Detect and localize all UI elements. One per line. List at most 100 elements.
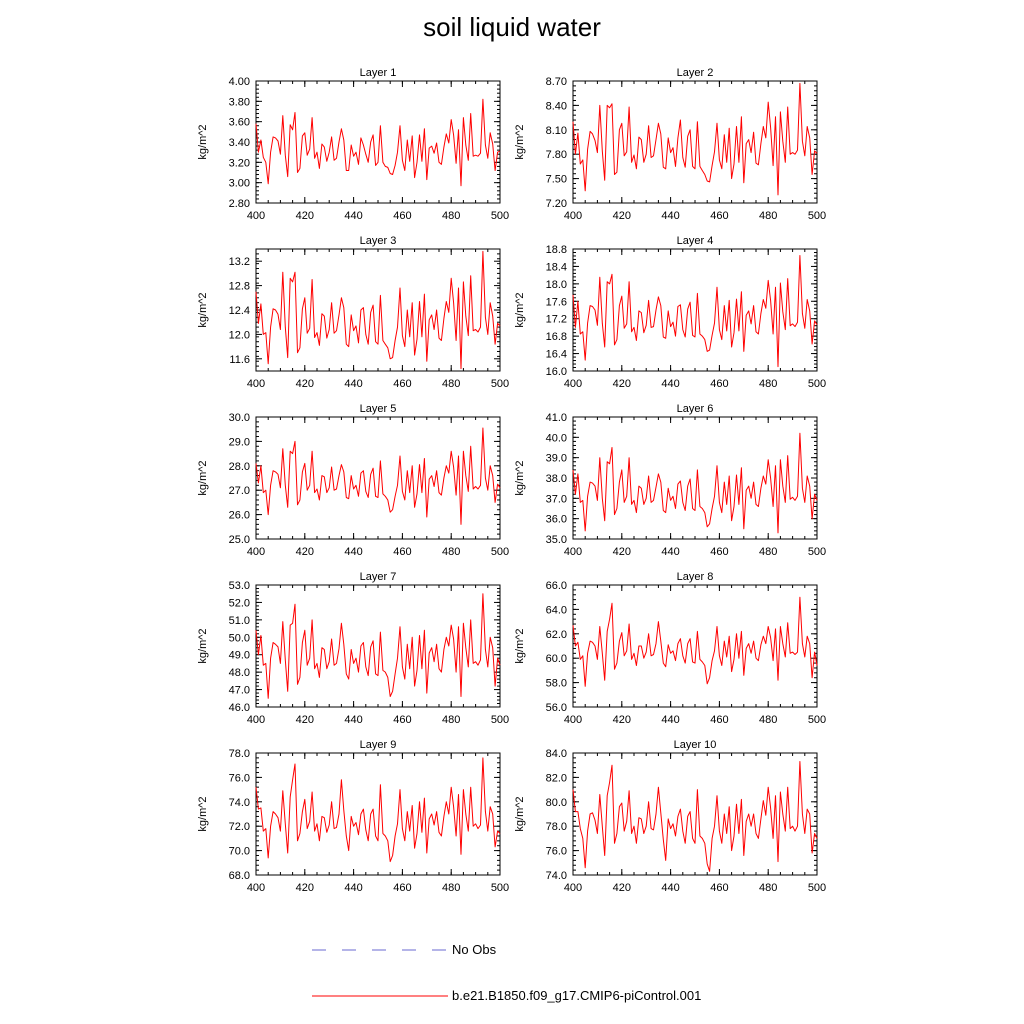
panel-5-series-line [255,427,501,525]
panel-1-y-tick-label: 4.00 [229,76,250,88]
panel-6-y-tick-label: 35.0 [546,534,567,546]
panel-2-y-tick-label: 8.10 [546,125,567,137]
panel-5-ylabel: kg/m^2 [197,460,209,495]
panel-2-ylabel: kg/m^2 [514,124,526,159]
panel-6-x-tick-label: 460 [710,546,728,558]
panel-2-y-tick-label: 8.70 [546,76,567,88]
panel-3-x-tick-label: 500 [491,378,509,390]
panel-8-x-tick-label: 480 [759,714,777,726]
panel-1-ylabel: kg/m^2 [197,124,209,159]
panel-9-x-tick-label: 460 [393,882,411,894]
panel-9-series-line [255,757,501,863]
panel-10-y-tick-label: 74.0 [546,870,567,882]
panel-1-y-tick-label: 3.20 [229,157,250,169]
panel-6-series-line [572,432,818,534]
panel-10-x-tick-label: 480 [759,882,777,894]
panel-6-y-tick-label: 38.0 [546,473,567,485]
panel-3-y-tick-label: 13.2 [229,256,250,268]
panel-8-y-tick-label: 64.0 [546,604,567,616]
panel-8-frame [572,584,818,708]
panel-8-x-tick-label: 440 [661,714,679,726]
panel-4-x-tick-label: 420 [613,378,631,390]
panel-3-y-tick-label: 11.6 [229,354,250,366]
panel-6-x-tick-label: 420 [613,546,631,558]
panel-10-ylabel: kg/m^2 [514,796,526,831]
panel-4-y-tick-label: 16.8 [546,331,567,343]
panel-2-title: Layer 2 [677,67,714,79]
panel-3-x-tick-label: 460 [393,378,411,390]
panel-7-x-tick-label: 420 [296,714,314,726]
panel-1-frame [255,80,501,204]
panel-3-title: Layer 3 [360,235,397,247]
panel-10-x-tick-label: 440 [661,882,679,894]
panel-7-y-tick-label: 48.0 [229,667,250,679]
panel-2-x-tick-label: 440 [661,210,679,222]
panel-7-title: Layer 7 [360,571,397,583]
panel-3-x-tick-label: 440 [344,378,362,390]
panel-7-y-tick-label: 51.0 [229,615,250,627]
panel-6-y-tick-label: 39.0 [546,453,567,465]
panel-2-series-line [572,82,818,196]
panel-2-frame [572,80,818,204]
panel-9-x-tick-label: 440 [344,882,362,894]
panel-9-y-tick-label: 72.0 [229,821,250,833]
panel-7-y-tick-label: 50.0 [229,632,250,644]
panel-10-x-tick-label: 420 [613,882,631,894]
panel-4-x-tick-label: 500 [808,378,826,390]
panel-8-x-tick-label: 400 [564,714,582,726]
panel-9-x-tick-label: 420 [296,882,314,894]
panel-8-y-tick-label: 56.0 [546,702,567,714]
panel-5-y-tick-label: 27.0 [229,485,250,497]
panel-6-y-tick-label: 40.0 [546,432,567,444]
panel-2-y-tick-label: 7.50 [546,174,567,186]
panel-4-frame [572,248,818,372]
panel-4-y-tick-label: 16.0 [546,366,567,378]
panel-7-series-line [255,593,501,699]
panel-5-x-tick-label: 480 [442,546,460,558]
legend-label-model: b.e21.B1850.f09_g17.CMIP6-piControl.001 [452,988,702,1003]
panel-1-y-tick-label: 3.00 [229,178,250,190]
panel-8-series-line [572,596,818,687]
panel-7-x-tick-label: 480 [442,714,460,726]
panel-1-y-tick-label: 2.80 [229,198,250,210]
panel-4-y-tick-label: 18.8 [546,244,567,256]
panel-5-frame [255,416,501,540]
panel-6-x-tick-label: 500 [808,546,826,558]
panel-9-x-tick-label: 480 [442,882,460,894]
panel-6-x-tick-label: 400 [564,546,582,558]
panel-10-x-tick-label: 500 [808,882,826,894]
panel-7-x-tick-label: 500 [491,714,509,726]
panel-7-x-tick-label: 400 [247,714,265,726]
panel-2-x-tick-label: 480 [759,210,777,222]
panel-2-y-tick-label: 7.80 [546,149,567,161]
panel-10-series-line [572,761,818,872]
panel-4-x-tick-label: 460 [710,378,728,390]
page-title: soil liquid water [423,12,601,42]
panel-1-x-tick-label: 440 [344,210,362,222]
panel-5-y-tick-label: 26.0 [229,510,250,522]
panel-10-y-tick-label: 80.0 [546,797,567,809]
panel-6-x-tick-label: 440 [661,546,679,558]
panel-9-x-tick-label: 400 [247,882,265,894]
panel-9-x-tick-label: 500 [491,882,509,894]
panel-5-x-tick-label: 440 [344,546,362,558]
panel-9-ylabel: kg/m^2 [197,796,209,831]
panel-4-y-tick-label: 17.6 [546,296,567,308]
panel-5-y-tick-label: 25.0 [229,534,250,546]
panel-2-x-tick-label: 420 [613,210,631,222]
panel-7-ylabel: kg/m^2 [197,628,209,663]
panel-7-y-tick-label: 46.0 [229,702,250,714]
panel-3-y-tick-label: 12.8 [229,281,250,293]
panel-4-y-tick-label: 17.2 [546,314,567,326]
panel-1-series-line [255,98,501,187]
panel-7-y-tick-label: 53.0 [229,580,250,592]
panel-1-y-tick-label: 3.80 [229,96,250,108]
panel-7-frame [255,584,501,708]
panel-4-title: Layer 4 [677,235,714,247]
panel-9-title: Layer 9 [360,739,397,751]
panel-4-x-tick-label: 480 [759,378,777,390]
panel-6-x-tick-label: 480 [759,546,777,558]
panel-9-y-tick-label: 74.0 [229,797,250,809]
panel-8-title: Layer 8 [677,571,714,583]
